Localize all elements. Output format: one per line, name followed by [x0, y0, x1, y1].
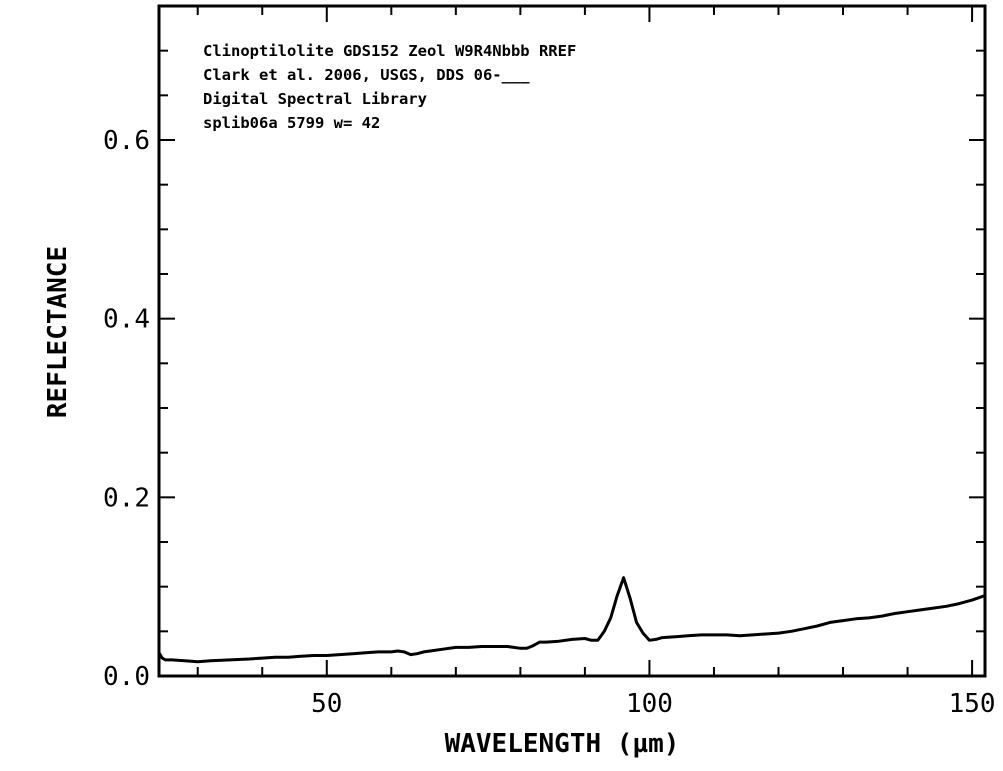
- spectrum-line: [157, 576, 986, 664]
- y-tick-labels: 0.0 0.2 0.4 0.6: [103, 126, 150, 692]
- x-tick-label: 150: [949, 689, 996, 719]
- annotation-line-4: splib06a 5799 w= 42: [203, 114, 380, 132]
- y-axis-title: REFLECTANCE: [43, 246, 73, 418]
- chart-annotations: Clinoptilolite GDS152 Zeol W9R4Nbbb RREF…: [203, 42, 576, 132]
- y-tick-label: 0.2: [103, 483, 150, 513]
- x-tick-label: 100: [626, 689, 673, 719]
- annotation-line-1: Clinoptilolite GDS152 Zeol W9R4Nbbb RREF: [203, 42, 576, 60]
- x-axis-title: WAVELENGTH (µm): [445, 729, 680, 759]
- y-tick-label: 0.0: [103, 662, 150, 692]
- plot-frame: [157, 4, 987, 678]
- annotation-line-2: Clark et al. 2006, USGS, DDS 06-___: [203, 66, 530, 84]
- annotation-line-3: Digital Spectral Library: [203, 90, 427, 108]
- x-tick-labels: 50 100 150: [311, 689, 995, 719]
- y-tick-label: 0.4: [103, 305, 150, 335]
- x-tick-label: 50: [311, 689, 342, 719]
- y-tick-label: 0.6: [103, 126, 150, 156]
